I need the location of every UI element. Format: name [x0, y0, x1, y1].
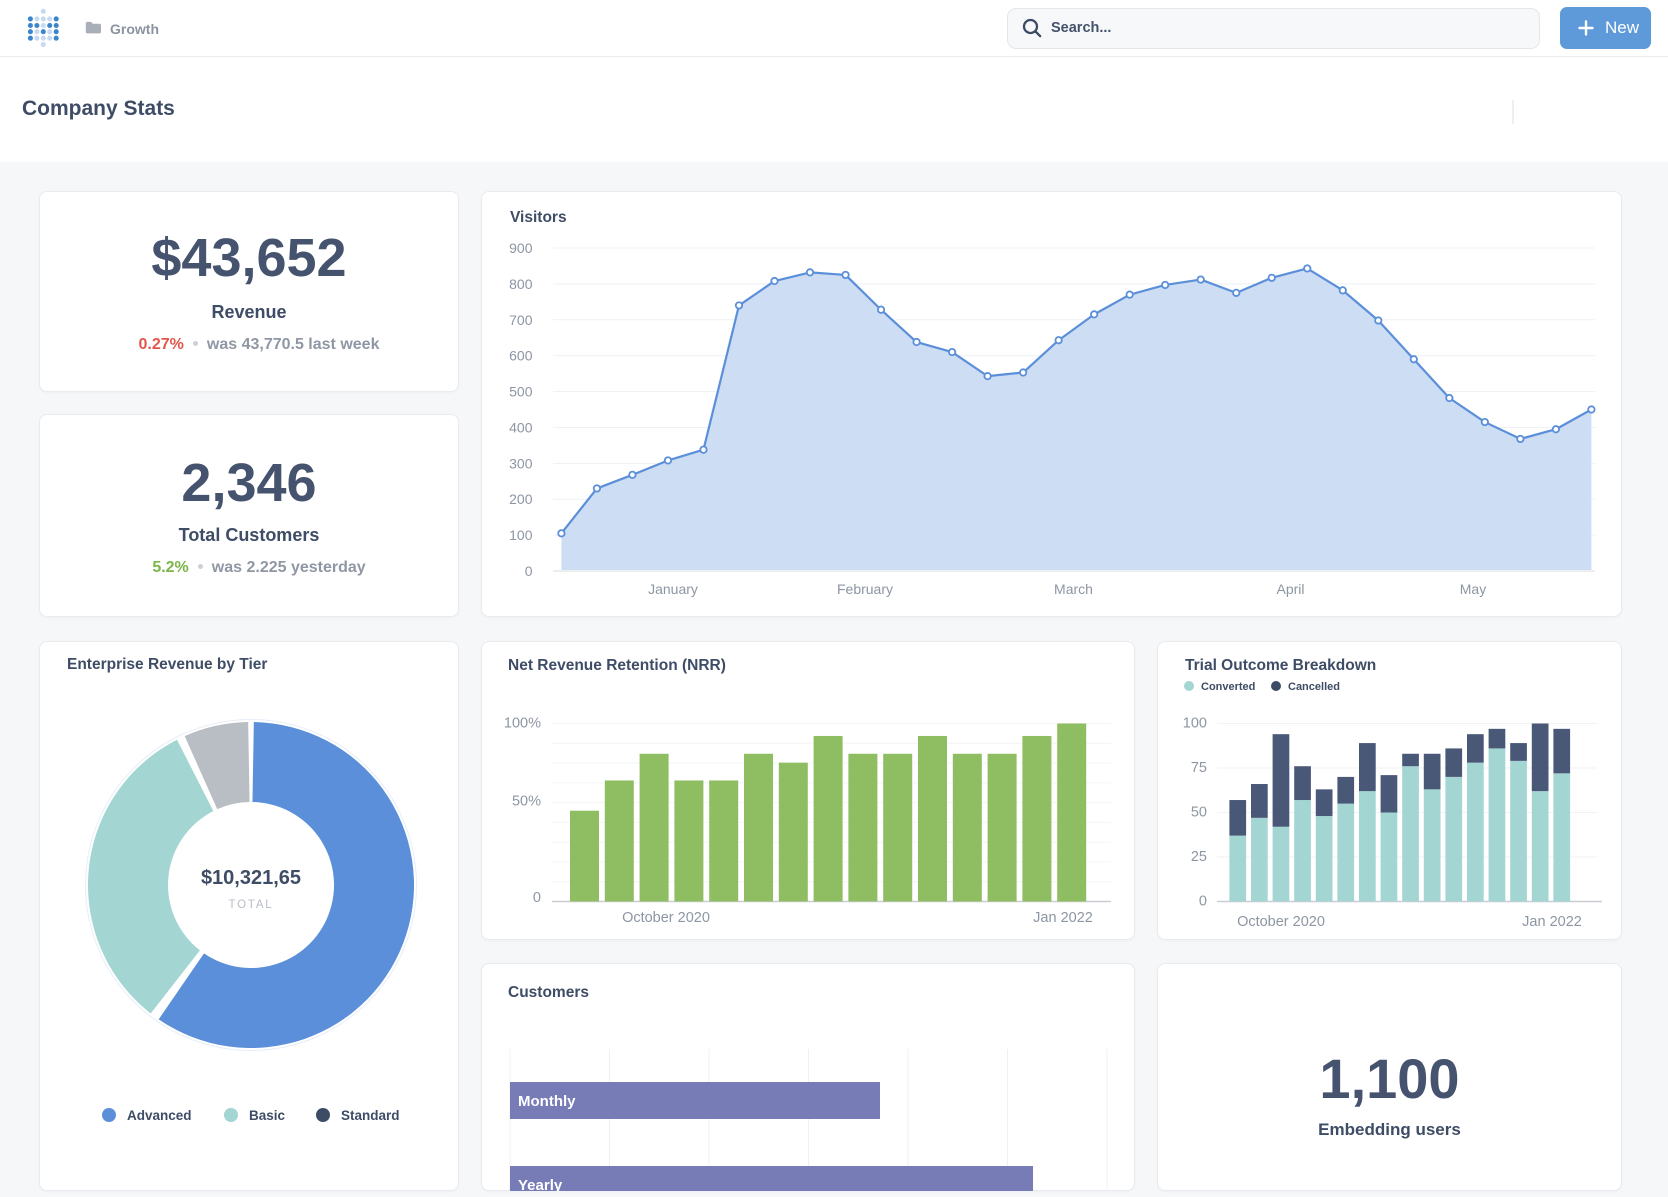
svg-text:800: 800: [509, 276, 533, 292]
svg-text:700: 700: [509, 312, 533, 328]
svg-text:500: 500: [509, 384, 533, 400]
svg-text:75: 75: [1191, 760, 1207, 776]
svg-text:April: April: [1276, 581, 1304, 597]
svg-text:May: May: [1460, 581, 1486, 597]
svg-text:TOTAL: TOTAL: [229, 899, 274, 911]
svg-text:600: 600: [509, 348, 533, 364]
svg-text:25: 25: [1191, 849, 1207, 865]
svg-text:Jan 2022: Jan 2022: [1522, 914, 1582, 930]
svg-text:0: 0: [1199, 894, 1207, 910]
svg-text:Yearly: Yearly: [518, 1177, 563, 1191]
svg-text:50: 50: [1191, 805, 1207, 821]
svg-text:900: 900: [509, 240, 533, 256]
svg-text:0: 0: [533, 890, 541, 906]
svg-text:October 2020: October 2020: [1237, 914, 1325, 930]
svg-text:100: 100: [509, 527, 533, 543]
svg-text:October 2020: October 2020: [622, 910, 710, 926]
svg-text:Jan 2022: Jan 2022: [1033, 910, 1093, 926]
svg-text:100: 100: [1183, 716, 1207, 732]
svg-text:200: 200: [509, 491, 533, 507]
svg-text:50%: 50%: [512, 794, 541, 810]
svg-text:January: January: [648, 581, 698, 597]
svg-text:March: March: [1054, 581, 1093, 597]
svg-text:Monthly: Monthly: [518, 1093, 576, 1110]
svg-text:0: 0: [525, 563, 533, 579]
svg-text:300: 300: [509, 455, 533, 471]
svg-text:400: 400: [509, 419, 533, 435]
svg-text:100%: 100%: [504, 716, 541, 732]
svg-text:February: February: [837, 581, 893, 597]
svg-text:$10,321,65: $10,321,65: [201, 867, 301, 889]
